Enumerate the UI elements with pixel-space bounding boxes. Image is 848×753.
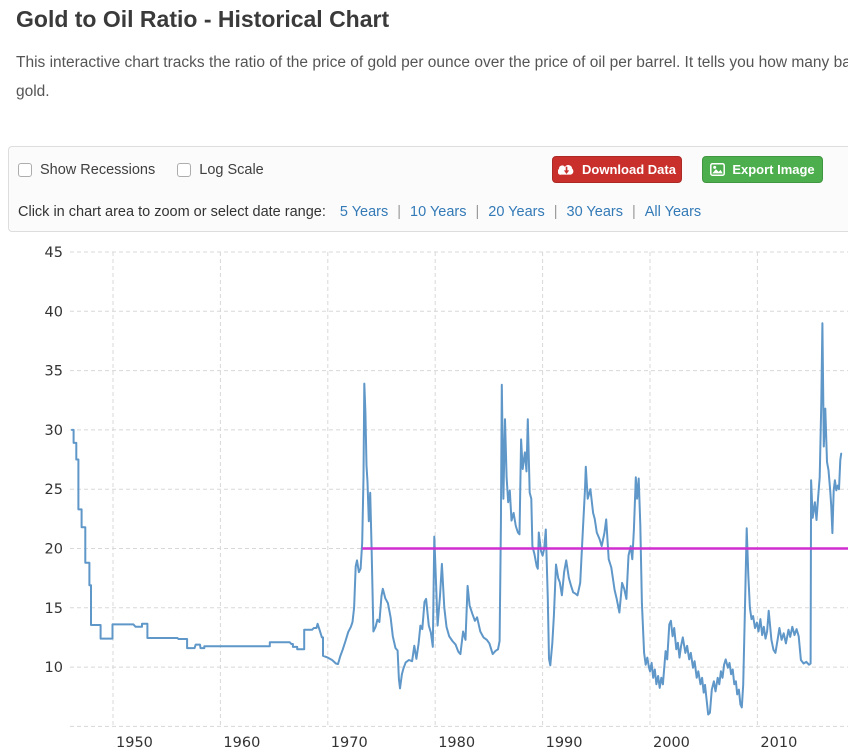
- y-axis-tick-label: 45: [45, 245, 63, 261]
- checkbox-group: Show Recessions Log Scale: [18, 162, 286, 178]
- checkbox-unchecked-icon[interactable]: [177, 163, 192, 177]
- chart-description: This interactive chart tracks the ratio …: [16, 49, 848, 106]
- x-axis-tick-label: 2000: [653, 735, 690, 751]
- date-range-row: Click in chart area to zoom or select da…: [18, 204, 701, 220]
- x-axis-tick-label: 1950: [116, 735, 153, 751]
- y-axis-tick-label: 35: [45, 364, 63, 380]
- x-axis-tick-label: 1960: [223, 735, 260, 751]
- chart-controls-panel: Show Recessions Log Scale Download Data …: [8, 146, 848, 232]
- range-link-30-years[interactable]: 30 Years: [566, 204, 623, 220]
- x-axis-tick-label: 1990: [546, 735, 583, 751]
- ratio-line-series: [70, 322, 843, 716]
- x-axis-tick-label: 1970: [331, 735, 368, 751]
- range-link-20-years[interactable]: 20 Years: [488, 204, 545, 220]
- log-scale-label: Log Scale: [199, 162, 264, 178]
- checkbox-unchecked-icon[interactable]: [18, 163, 32, 177]
- y-axis-tick-label: 40: [45, 304, 63, 320]
- range-link-all-years[interactable]: All Years: [644, 204, 702, 220]
- description-line-1: This interactive chart tracks the ratio …: [16, 54, 848, 71]
- show-recessions-checkbox[interactable]: Show Recessions: [18, 162, 155, 178]
- range-link-separator: |: [553, 204, 558, 220]
- range-link-separator: |: [475, 204, 480, 220]
- export-image-button[interactable]: Export Image: [702, 156, 823, 183]
- y-axis-tick-label: 25: [45, 482, 63, 498]
- range-link-10-years[interactable]: 10 Years: [410, 204, 467, 220]
- range-link-5-years[interactable]: 5 Years: [339, 204, 389, 220]
- range-link-separator: |: [397, 204, 402, 220]
- y-axis-tick-label: 20: [45, 542, 63, 558]
- x-axis-tick-label: 1980: [438, 735, 475, 751]
- range-links: 5 Years | 10 Years | 20 Years | 30 Years | All Y…: [340, 204, 701, 220]
- download-data-label: Download Data: [582, 162, 676, 177]
- page-title: Gold to Oil Ratio - Historical Chart: [16, 6, 390, 32]
- x-axis-tick-label: 2010: [760, 735, 797, 751]
- cloud-download-icon: [558, 163, 575, 176]
- log-scale-checkbox[interactable]: Log Scale: [177, 162, 264, 178]
- y-axis-tick-label: 10: [45, 660, 63, 676]
- y-axis-tick-label: 15: [45, 601, 63, 617]
- show-recessions-label: Show Recessions: [40, 162, 156, 178]
- zoom-hint-text: Click in chart area to zoom or select da…: [18, 204, 326, 220]
- export-image-label: Export Image: [732, 162, 815, 177]
- download-data-button[interactable]: Download Data: [552, 156, 682, 183]
- description-line-2: gold.: [16, 82, 50, 100]
- gold-oil-ratio-chart[interactable]: 45 40 35 30 25 20 15 10 1950 1960 1970 1980 1990 2000…: [0, 238, 848, 753]
- range-link-separator: |: [631, 204, 636, 220]
- image-icon: [710, 163, 726, 176]
- y-axis-tick-label: 30: [45, 423, 63, 439]
